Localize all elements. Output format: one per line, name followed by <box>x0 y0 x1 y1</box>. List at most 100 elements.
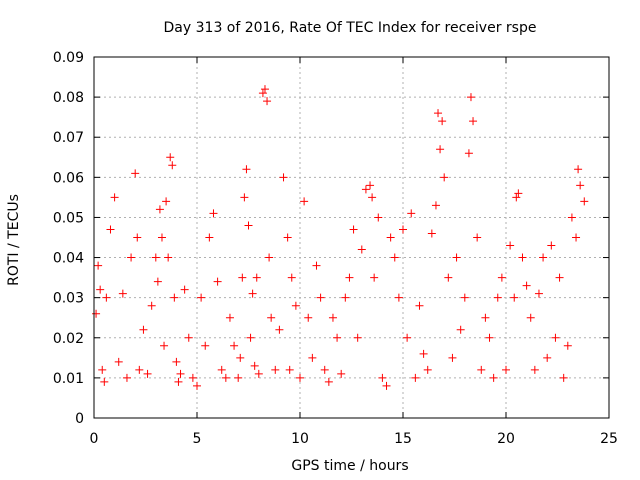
data-point <box>374 213 383 222</box>
data-point <box>361 185 370 194</box>
data-point <box>193 381 201 390</box>
plot-frame <box>93 56 610 419</box>
data-point <box>547 241 556 250</box>
data-point <box>324 377 333 386</box>
data-point <box>250 361 259 370</box>
y-tick-labels: 0 0.01 0.02 0.03 0.04 0.05 0.06 0.07 0.08 0.09 <box>53 50 84 427</box>
data-point <box>522 281 531 290</box>
data-point <box>205 233 214 242</box>
y-tick-label: 0 <box>75 411 84 427</box>
data-point <box>438 117 447 126</box>
data-point <box>94 261 103 270</box>
data-point <box>551 333 560 342</box>
data-point <box>506 241 515 250</box>
y-tick-label: 0.07 <box>53 130 84 146</box>
data-point <box>502 365 510 374</box>
data-point <box>157 233 166 242</box>
data-point <box>135 365 144 374</box>
data-point <box>279 173 288 182</box>
data-point <box>184 333 193 342</box>
y-tick-label: 0.03 <box>53 291 84 307</box>
data-point <box>431 201 440 210</box>
data-point <box>469 117 478 126</box>
data-point <box>543 353 552 362</box>
data-point <box>164 253 173 262</box>
data-point <box>485 333 494 342</box>
data-point <box>308 353 317 362</box>
data-point <box>539 253 548 262</box>
data-point <box>370 273 379 282</box>
data-point <box>580 197 589 206</box>
data-point <box>493 293 502 302</box>
data-point <box>166 153 175 162</box>
data-point <box>489 373 498 382</box>
data-point <box>464 149 473 158</box>
data-point <box>378 373 387 382</box>
data-point <box>296 373 304 382</box>
data-point <box>213 277 222 286</box>
y-tick-label: 0.05 <box>53 210 84 226</box>
data-point <box>353 333 362 342</box>
data-point <box>427 229 436 238</box>
data-point <box>188 373 197 382</box>
data-point <box>481 313 490 322</box>
data-point <box>466 93 475 102</box>
data-point <box>225 313 234 322</box>
data-point <box>382 381 391 390</box>
data-point <box>110 193 119 202</box>
data-point <box>151 253 160 262</box>
data-point <box>217 365 226 374</box>
grid-layer <box>94 57 609 418</box>
data-point <box>230 341 239 350</box>
data-point <box>263 97 272 106</box>
x-tick-label: 5 <box>193 431 202 447</box>
data-point <box>180 285 189 294</box>
data-point <box>244 221 253 230</box>
data-point <box>345 273 354 282</box>
x-tick-label: 0 <box>90 431 99 447</box>
data-point <box>304 313 313 322</box>
data-point <box>133 233 142 242</box>
axis-ticks <box>93 56 610 419</box>
data-point <box>160 341 169 350</box>
data-point <box>275 325 284 334</box>
x-tick-label: 25 <box>600 431 618 447</box>
data-point <box>300 197 309 206</box>
data-point <box>118 289 127 298</box>
x-tick-label: 10 <box>291 431 309 447</box>
data-point <box>357 245 366 254</box>
data-point <box>248 289 257 298</box>
data-point <box>341 293 350 302</box>
data-point <box>283 233 292 242</box>
data-point <box>477 365 486 374</box>
data-point <box>337 369 346 378</box>
data-point <box>574 165 583 174</box>
data-point <box>456 325 465 334</box>
data-point <box>563 341 572 350</box>
data-point <box>240 193 249 202</box>
y-tick-label: 0.06 <box>53 170 84 186</box>
data-point <box>98 365 107 374</box>
data-point <box>567 213 576 222</box>
data-point <box>460 293 469 302</box>
data-point <box>114 357 123 366</box>
data-point <box>530 365 539 374</box>
data-point <box>168 161 177 170</box>
data-point <box>258 89 267 98</box>
data-point <box>201 341 210 350</box>
y-tick-label: 0.01 <box>53 371 84 387</box>
data-point <box>260 85 269 94</box>
data-point <box>252 273 261 282</box>
data-point <box>312 261 321 270</box>
data-point <box>436 145 445 154</box>
data-point <box>254 369 263 378</box>
data-point <box>153 277 162 286</box>
data-point <box>390 253 399 262</box>
data-point <box>415 301 424 310</box>
data-point <box>403 333 412 342</box>
data-point <box>246 333 255 342</box>
data-point <box>572 233 581 242</box>
data-point <box>440 173 449 182</box>
data-point <box>267 313 276 322</box>
data-point <box>209 209 218 218</box>
